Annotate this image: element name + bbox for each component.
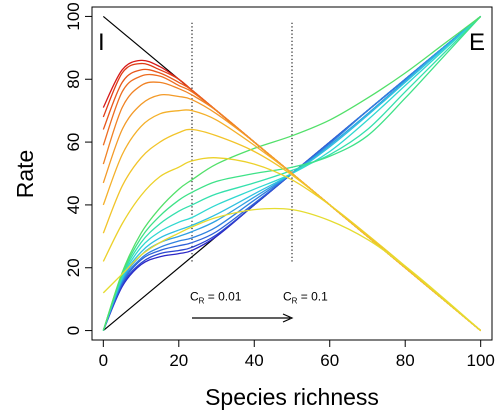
extinction-curve-10 (102, 15, 482, 331)
immigration-curve-10 (102, 207, 482, 332)
y-tick-label: 20 (64, 258, 83, 277)
extinction-corner-label: E (469, 29, 485, 56)
arrow-head (282, 313, 294, 323)
plot-frame (91, 6, 493, 341)
cr-annotation-left-main: C (190, 290, 199, 304)
y-tick-label: 0 (64, 326, 83, 335)
x-tick-label: 20 (169, 351, 188, 370)
x-tick-label: 80 (396, 351, 415, 370)
y-axis: 0 20 40 60 80 100 (64, 2, 92, 335)
x-tick-label: 0 (99, 351, 108, 370)
x-tick-label: 60 (320, 351, 339, 370)
cr-annotation-right-sub: R (292, 297, 298, 306)
x-axis: 0 20 40 60 80 100 (99, 340, 495, 370)
cr-annotation-left-sub: R (199, 297, 205, 306)
cr-annotation-right: CR = 0.1 (283, 290, 328, 306)
cr-annotation-left-rest: = 0.01 (204, 290, 241, 304)
extinction-curve-8 (102, 15, 482, 331)
immigration-curves (102, 59, 482, 332)
immigration-corner-label: I (98, 29, 105, 56)
x-tick-label: 100 (466, 351, 494, 370)
critical-richness-markers (191, 22, 293, 262)
y-tick-label: 80 (64, 70, 83, 89)
immigration-curve-2 (102, 62, 482, 332)
immigration-curve-8 (102, 128, 482, 332)
extinction-curve-7 (102, 15, 482, 331)
cr-annotation-left: CR = 0.01 (190, 290, 242, 306)
x-axis-title: Species richness (205, 384, 379, 410)
cr-annotation-right-rest: = 0.1 (297, 290, 328, 304)
x-tick-label: 40 (245, 351, 264, 370)
y-tick-label: 40 (64, 195, 83, 214)
extinction-curve-4 (102, 15, 482, 331)
y-tick-label: 60 (64, 133, 83, 152)
extinction-curve-6 (102, 15, 482, 331)
extinction-curve-9 (102, 15, 482, 331)
immigration-curve-1 (102, 59, 482, 332)
immigration-curve-6 (102, 93, 482, 332)
y-tick-label: 100 (64, 2, 83, 30)
cr-shift-arrow (192, 313, 294, 323)
cr-annotation-right-main: C (283, 290, 292, 304)
y-axis-title: Rate (12, 150, 38, 199)
extinction-curves (102, 15, 482, 331)
